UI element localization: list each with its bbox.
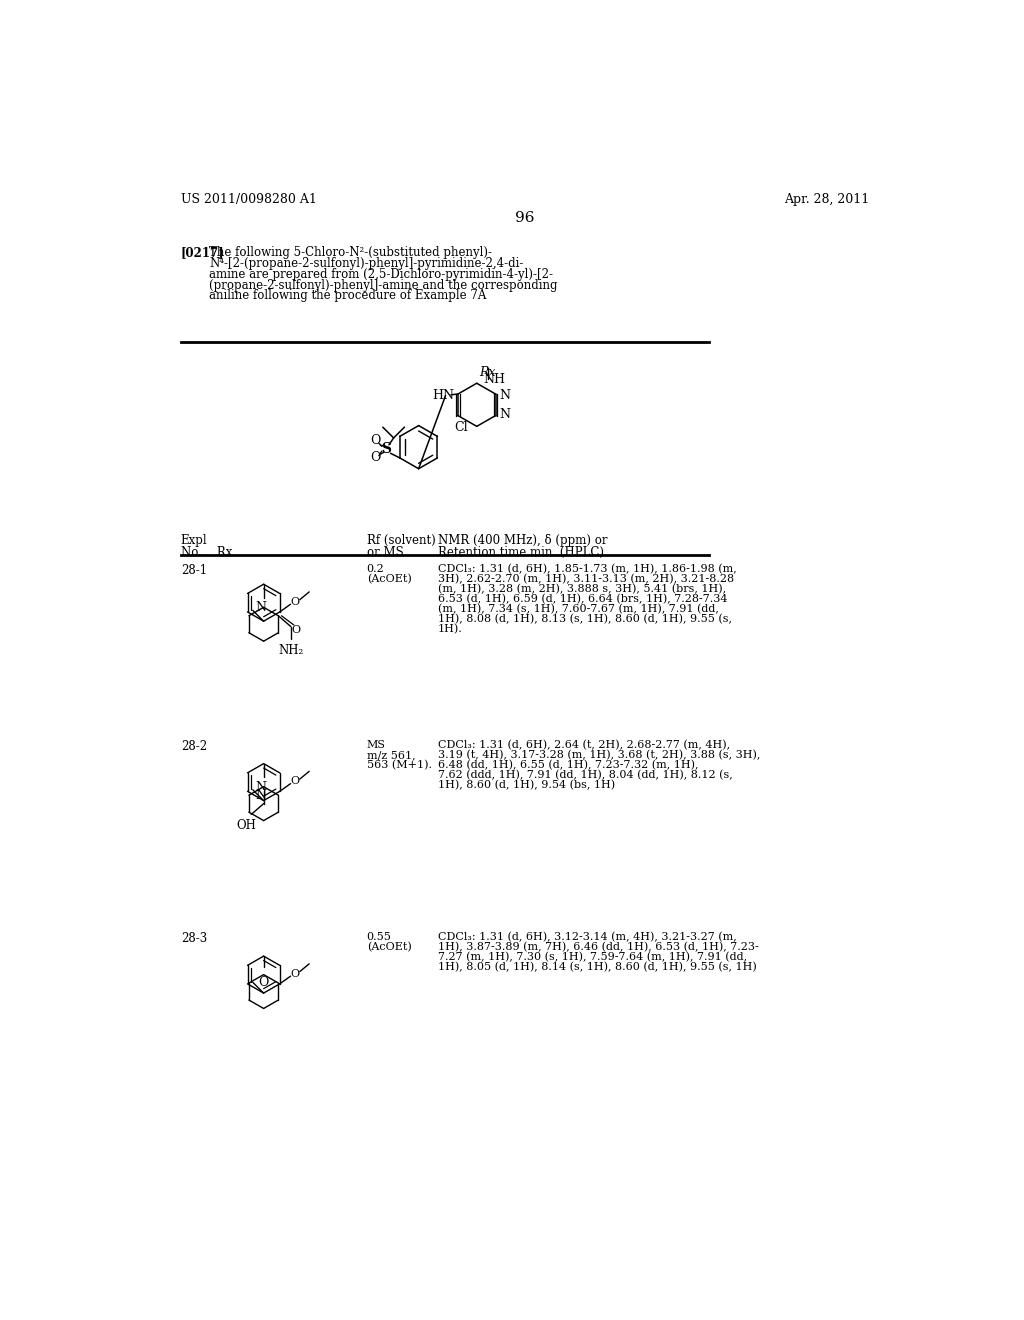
Text: (propane-2-sulfonyl)-phenyl]-amine and the corresponding: (propane-2-sulfonyl)-phenyl]-amine and t… bbox=[209, 279, 558, 292]
Text: N: N bbox=[256, 780, 267, 793]
Text: The following 5-Chloro-N²-(substituted phenyl)-: The following 5-Chloro-N²-(substituted p… bbox=[209, 246, 493, 259]
Text: 3.19 (t, 4H), 3.17-3.28 (m, 1H), 3.68 (t, 2H), 3.88 (s, 3H),: 3.19 (t, 4H), 3.17-3.28 (m, 1H), 3.68 (t… bbox=[438, 750, 761, 760]
Text: N: N bbox=[256, 789, 267, 803]
Text: OH: OH bbox=[237, 818, 257, 832]
Text: (m, 1H), 3.28 (m, 2H), 3.888 s, 3H), 5.41 (brs, 1H),: (m, 1H), 3.28 (m, 2H), 3.888 s, 3H), 5.4… bbox=[438, 585, 726, 594]
Text: O: O bbox=[291, 597, 300, 607]
Text: HN: HN bbox=[432, 389, 454, 403]
Text: 1H), 8.05 (d, 1H), 8.14 (s, 1H), 8.60 (d, 1H), 9.55 (s, 1H): 1H), 8.05 (d, 1H), 8.14 (s, 1H), 8.60 (d… bbox=[438, 962, 757, 973]
Text: 0.2: 0.2 bbox=[367, 564, 384, 574]
Text: 1H), 8.60 (d, 1H), 9.54 (bs, 1H): 1H), 8.60 (d, 1H), 9.54 (bs, 1H) bbox=[438, 780, 615, 791]
Text: amine are prepared from (2,5-Dichloro-pyrimidin-4-yl)-[2-: amine are prepared from (2,5-Dichloro-py… bbox=[209, 268, 553, 281]
Text: S: S bbox=[381, 442, 391, 455]
Text: 1H), 3.87-3.89 (m, 7H), 6.46 (dd, 1H), 6.53 (d, 1H), 7.23-: 1H), 3.87-3.89 (m, 7H), 6.46 (dd, 1H), 6… bbox=[438, 942, 759, 953]
Text: or MS: or MS bbox=[367, 545, 403, 558]
Text: N: N bbox=[500, 408, 510, 421]
Text: 0.55: 0.55 bbox=[367, 932, 391, 942]
Text: (AcOEt): (AcOEt) bbox=[367, 574, 412, 585]
Text: NMR (400 MHz), δ (ppm) or: NMR (400 MHz), δ (ppm) or bbox=[438, 535, 607, 548]
Text: 7.27 (m, 1H), 7.30 (s, 1H), 7.59-7.64 (m, 1H), 7.91 (dd,: 7.27 (m, 1H), 7.30 (s, 1H), 7.59-7.64 (m… bbox=[438, 952, 748, 962]
Text: 1H).: 1H). bbox=[438, 624, 463, 635]
Text: US 2011/0098280 A1: US 2011/0098280 A1 bbox=[180, 193, 316, 206]
Text: 96: 96 bbox=[515, 211, 535, 224]
Text: 28-1: 28-1 bbox=[180, 564, 207, 577]
Text: Apr. 28, 2011: Apr. 28, 2011 bbox=[783, 193, 869, 206]
Text: Rx: Rx bbox=[479, 367, 496, 379]
Text: O: O bbox=[291, 776, 300, 787]
Text: O: O bbox=[291, 969, 300, 979]
Text: 7.62 (ddd, 1H), 7.91 (dd, 1H), 8.04 (dd, 1H), 8.12 (s,: 7.62 (ddd, 1H), 7.91 (dd, 1H), 8.04 (dd,… bbox=[438, 770, 733, 780]
Text: O: O bbox=[370, 451, 380, 465]
Text: No.    Rx: No. Rx bbox=[180, 545, 232, 558]
Text: O: O bbox=[370, 434, 380, 447]
Text: NH: NH bbox=[483, 372, 505, 385]
Text: CDCl₃: 1.31 (d, 6H), 1.85-1.73 (m, 1H), 1.86-1.98 (m,: CDCl₃: 1.31 (d, 6H), 1.85-1.73 (m, 1H), … bbox=[438, 564, 736, 574]
Text: NH₂: NH₂ bbox=[279, 644, 303, 656]
Text: 3H), 2.62-2.70 (m, 1H), 3.11-3.13 (m, 2H), 3.21-8.28: 3H), 2.62-2.70 (m, 1H), 3.11-3.13 (m, 2H… bbox=[438, 574, 734, 585]
Text: O: O bbox=[258, 977, 269, 989]
Text: (AcOEt): (AcOEt) bbox=[367, 942, 412, 953]
Text: Retention time min. (HPLC): Retention time min. (HPLC) bbox=[438, 545, 604, 558]
Text: 1H), 8.08 (d, 1H), 8.13 (s, 1H), 8.60 (d, 1H), 9.55 (s,: 1H), 8.08 (d, 1H), 8.13 (s, 1H), 8.60 (d… bbox=[438, 614, 732, 624]
Text: 563 (M+1).: 563 (M+1). bbox=[367, 760, 432, 770]
Text: N⁴-[2-(propane-2-sulfonyl)-phenyl]-pyrimidine-2,4-di-: N⁴-[2-(propane-2-sulfonyl)-phenyl]-pyrim… bbox=[209, 257, 523, 271]
Text: m/z 561,: m/z 561, bbox=[367, 750, 416, 760]
Text: 6.48 (dd, 1H), 6.55 (d, 1H), 7.23-7.32 (m, 1H),: 6.48 (dd, 1H), 6.55 (d, 1H), 7.23-7.32 (… bbox=[438, 760, 698, 770]
Text: O: O bbox=[291, 624, 300, 635]
Text: Cl: Cl bbox=[454, 421, 467, 434]
Text: 28-3: 28-3 bbox=[180, 932, 207, 945]
Text: MS: MS bbox=[367, 739, 386, 750]
Text: [0217]: [0217] bbox=[180, 246, 224, 259]
Text: N: N bbox=[500, 389, 510, 403]
Text: N: N bbox=[256, 601, 267, 614]
Text: Rf (solvent): Rf (solvent) bbox=[367, 535, 435, 548]
Text: 6.53 (d, 1H), 6.59 (d, 1H), 6.64 (brs, 1H), 7.28-7.34: 6.53 (d, 1H), 6.59 (d, 1H), 6.64 (brs, 1… bbox=[438, 594, 727, 605]
Text: aniline following the procedure of Example 7A: aniline following the procedure of Examp… bbox=[209, 289, 486, 302]
Text: (m, 1H), 7.34 (s, 1H), 7.60-7.67 (m, 1H), 7.91 (dd,: (m, 1H), 7.34 (s, 1H), 7.60-7.67 (m, 1H)… bbox=[438, 605, 719, 615]
Text: Expl: Expl bbox=[180, 535, 207, 548]
Text: 28-2: 28-2 bbox=[180, 739, 207, 752]
Text: CDCl₃: 1.31 (d, 6H), 3.12-3.14 (m, 4H), 3.21-3.27 (m,: CDCl₃: 1.31 (d, 6H), 3.12-3.14 (m, 4H), … bbox=[438, 932, 736, 942]
Text: CDCl₃: 1.31 (d, 6H), 2.64 (t, 2H), 2.68-2.77 (m, 4H),: CDCl₃: 1.31 (d, 6H), 2.64 (t, 2H), 2.68-… bbox=[438, 739, 730, 750]
